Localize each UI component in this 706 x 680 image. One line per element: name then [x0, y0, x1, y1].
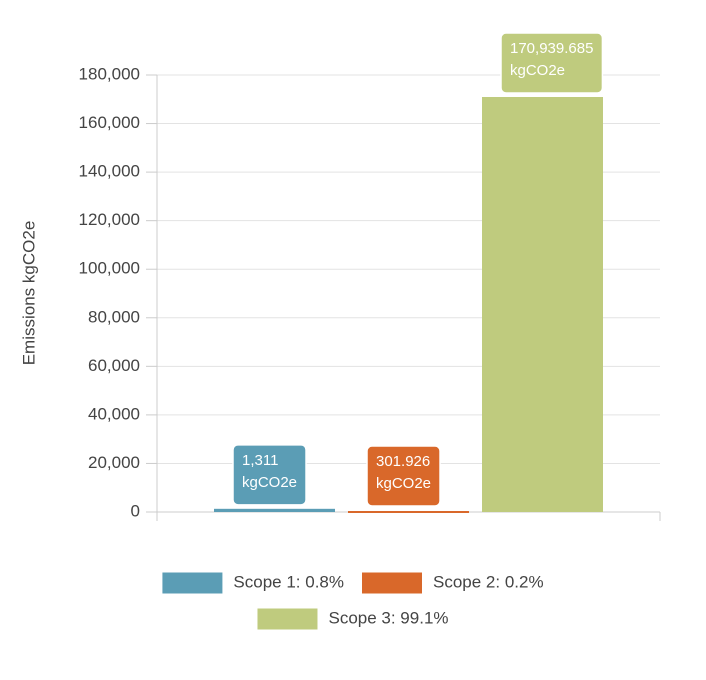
legend-swatch	[362, 572, 422, 594]
data-label: 301.926 kgCO2e	[366, 445, 441, 507]
y-axis-title: Emissions kgCO2e	[19, 221, 38, 366]
data-label-text: 1,311 kgCO2e	[242, 452, 297, 491]
bar	[214, 508, 335, 512]
y-tick-label: 100,000	[79, 259, 140, 278]
data-label: 170,939.685 kgCO2e	[500, 32, 604, 94]
data-label-box	[500, 32, 604, 94]
data-label: 1,311 kgCO2e	[232, 444, 307, 506]
y-tick-label: 60,000	[88, 356, 140, 375]
legend-label: Scope 1: 0.8%	[233, 572, 344, 591]
bar	[348, 511, 469, 513]
legend-item: Scope 1: 0.8%	[162, 572, 344, 594]
y-tick-label: 120,000	[79, 210, 140, 229]
y-tick-label: 0	[131, 501, 140, 520]
data-label-box	[232, 444, 307, 506]
legend-label: Scope 2: 0.2%	[433, 572, 544, 591]
legend-item: Scope 3: 99.1%	[257, 608, 449, 630]
legend-label: Scope 3: 99.1%	[328, 608, 448, 627]
legend-swatch	[257, 608, 318, 630]
legend-swatch	[162, 572, 223, 594]
y-tick-label: 20,000	[88, 453, 140, 472]
y-tick-label: 160,000	[79, 113, 140, 132]
y-tick-label: 140,000	[79, 162, 140, 181]
y-tick-label: 40,000	[88, 404, 140, 423]
data-label-text: 170,939.685 kgCO2e	[510, 40, 593, 79]
y-tick-label: 180,000	[79, 64, 140, 83]
data-label-text: 301.926 kgCO2e	[376, 453, 431, 492]
legend-item: Scope 2: 0.2%	[362, 572, 544, 594]
y-tick-label: 80,000	[88, 307, 140, 326]
data-label-box	[366, 445, 441, 507]
bar	[482, 96, 603, 512]
